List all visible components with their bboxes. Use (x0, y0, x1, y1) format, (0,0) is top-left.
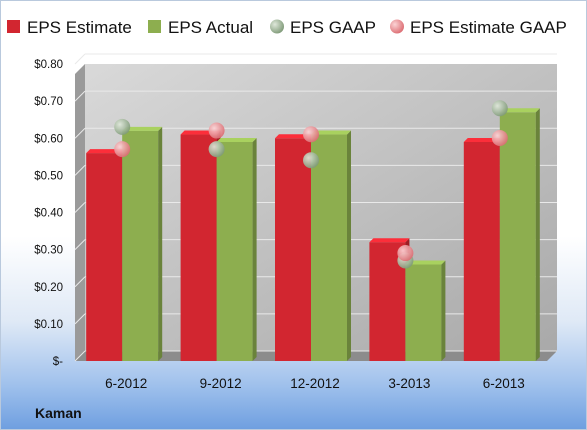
y-tick-label: $0.70 (34, 96, 63, 108)
gridline-side (74, 127, 86, 139)
x-tick-label: 12-2012 (290, 376, 340, 391)
bar-top (122, 126, 163, 131)
gridline-side (74, 350, 86, 362)
legend-marker (270, 19, 284, 34)
plot-side-wall (75, 64, 85, 361)
legend-label: EPS Estimate GAAP (410, 18, 567, 37)
bar (499, 112, 536, 361)
y-tick-label: $0.20 (34, 282, 63, 294)
bar (405, 264, 442, 361)
marker (114, 118, 131, 135)
bar (216, 141, 253, 361)
bar (122, 130, 159, 361)
gridline-side (74, 53, 86, 65)
bar-top (499, 108, 540, 113)
x-tick-label: 6-2012 (105, 376, 147, 391)
x-tick-label: 9-2012 (200, 376, 242, 391)
y-tick-label: $0.50 (34, 170, 63, 182)
bar-top (369, 238, 410, 243)
y-tick-label: $0.80 (34, 59, 63, 71)
gridline-side (74, 276, 86, 288)
bar-top (311, 130, 351, 135)
bar-side (158, 126, 163, 361)
y-tick-label: $0.10 (34, 319, 63, 331)
legend-swatch (7, 20, 20, 33)
x-tick-label: 6-2013 (483, 376, 525, 391)
bar (463, 141, 500, 361)
y-tick-label: $0.40 (34, 208, 63, 220)
y-tick-label: $- (53, 356, 63, 368)
bar (275, 138, 311, 361)
y-tick-label: $0.30 (34, 245, 63, 257)
gridline-side (74, 165, 86, 176)
gridline-side (74, 90, 86, 102)
marker (491, 129, 508, 146)
legend-label: EPS Estimate (27, 18, 132, 37)
x-tick-label: 3-2013 (388, 376, 430, 391)
marker (114, 141, 131, 158)
legend-swatch (148, 20, 161, 33)
legend-label: EPS Actual (168, 18, 253, 37)
marker (208, 122, 225, 139)
marker (397, 245, 414, 262)
bar (180, 134, 217, 361)
bar-side (252, 137, 257, 361)
gridline-side (74, 239, 86, 250)
marker (491, 100, 508, 117)
gridline-side (74, 202, 86, 213)
bar (86, 153, 123, 361)
marker (303, 152, 319, 169)
marker (303, 126, 319, 143)
bar-side (441, 260, 446, 361)
bar-side (535, 108, 540, 361)
y-tick-label: $0.60 (34, 133, 63, 145)
bar-side (347, 130, 351, 361)
bar-top (216, 137, 257, 142)
bar (311, 134, 347, 361)
legend-marker (390, 19, 404, 34)
legend-label: EPS GAAP (290, 18, 376, 37)
bar-top (405, 260, 446, 265)
gridline-side (74, 313, 86, 325)
source-label: Kaman (35, 405, 82, 421)
marker (208, 141, 225, 158)
